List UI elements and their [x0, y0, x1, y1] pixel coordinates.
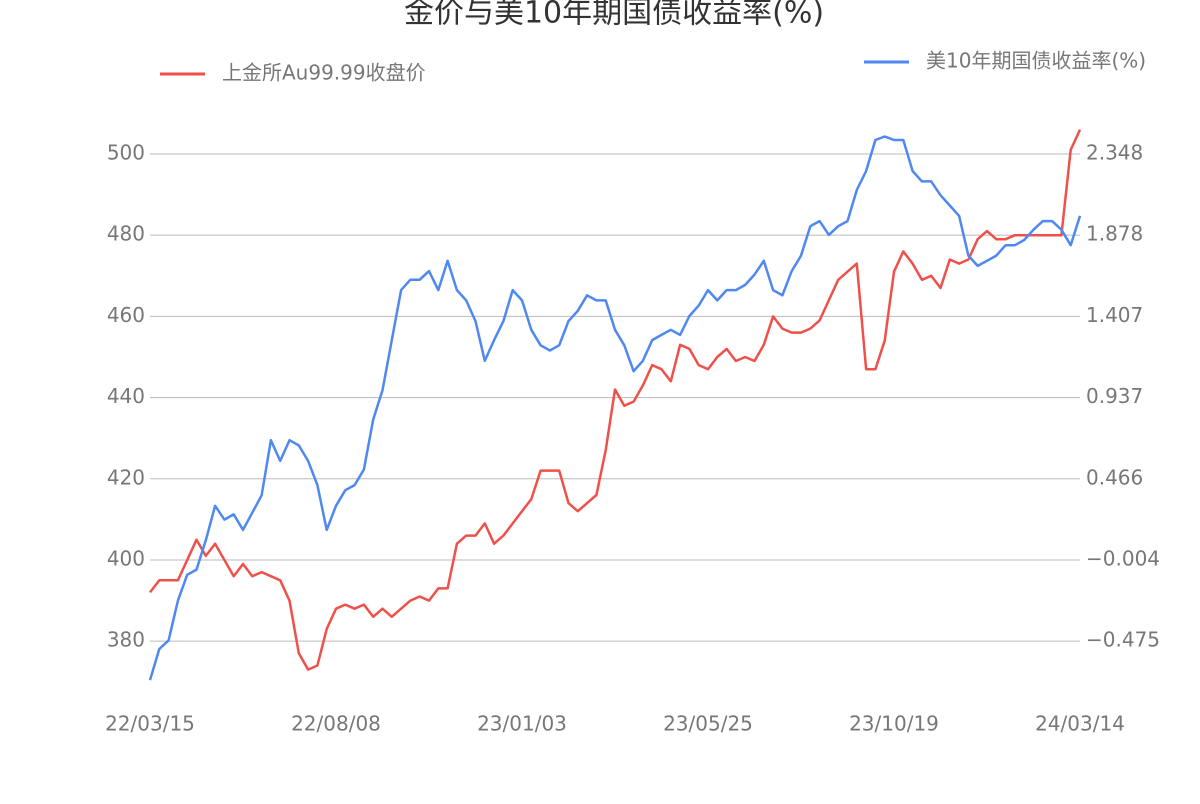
- y-tick-label: 420: [107, 465, 145, 489]
- y2-tick-label: −0.475: [1086, 628, 1160, 652]
- y-tick-label: 440: [107, 384, 145, 408]
- legend-label: 上金所Au99.99收盘价: [222, 61, 426, 85]
- x-tick-label: 22/03/15: [105, 712, 195, 736]
- chart-title: 金价与美10年期国债收益率(%): [404, 0, 824, 31]
- y2-tick-label: −0.004: [1086, 546, 1160, 570]
- y-tick-label: 480: [107, 222, 145, 246]
- x-tick-label: 23/05/25: [663, 712, 753, 736]
- series-line: [149, 129, 1082, 671]
- series-line: [148, 135, 1082, 681]
- y2-tick-label: 2.348: [1086, 141, 1143, 165]
- y2-tick-label: 0.466: [1086, 465, 1143, 489]
- x-tick-label: 22/08/08: [291, 712, 381, 736]
- y-tick-label: 380: [107, 628, 145, 652]
- y2-tick-label: 1.878: [1086, 222, 1143, 246]
- legend-label: 美10年期国债收益率(%): [926, 49, 1146, 73]
- x-tick-label: 23/01/03: [477, 712, 567, 736]
- y-tick-label: 500: [107, 140, 145, 164]
- y-tick-label: 400: [107, 546, 145, 570]
- x-tick-label: 24/03/14: [1035, 712, 1125, 736]
- x-tick-label: 23/10/19: [849, 712, 939, 736]
- y2-tick-label: 1.407: [1086, 303, 1143, 327]
- y2-tick-label: 0.937: [1086, 384, 1143, 408]
- y-tick-label: 460: [107, 303, 145, 327]
